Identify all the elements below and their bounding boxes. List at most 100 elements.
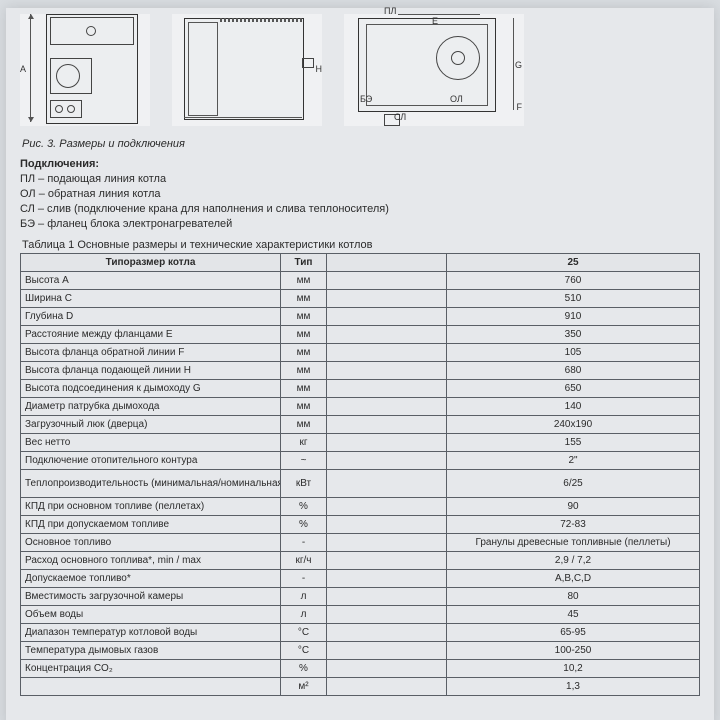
table-row: Диапазон температур котловой воды°C65-95 bbox=[21, 624, 700, 642]
cell-value: 45 bbox=[447, 606, 700, 624]
drawing-side-view: H bbox=[172, 14, 322, 126]
cell-unit: мм bbox=[281, 344, 327, 362]
cell-value: 100-250 bbox=[447, 642, 700, 660]
cell-blank bbox=[327, 606, 447, 624]
cell-value: A,B,C,D bbox=[447, 570, 700, 588]
cell-unit: мм bbox=[281, 398, 327, 416]
cell-param: Допускаемое топливо* bbox=[21, 570, 281, 588]
th-unit: Тип bbox=[281, 254, 327, 272]
table-row: Вместимость загрузочной камерыл80 bbox=[21, 588, 700, 606]
cell-value: 910 bbox=[447, 308, 700, 326]
cell-param: Загрузочный люк (дверца) bbox=[21, 416, 281, 434]
table-row: Глубина Dмм910 bbox=[21, 308, 700, 326]
cell-blank bbox=[327, 308, 447, 326]
cell-blank bbox=[327, 470, 447, 498]
table-row: Допускаемое топливо*- A,B,C,D bbox=[21, 570, 700, 588]
cell-value: 6/25 bbox=[447, 470, 700, 498]
dim-label-H: H bbox=[316, 64, 323, 74]
cell-param: Теплопроизводительность (минимальная/ном… bbox=[21, 470, 281, 498]
figure-caption: Рис. 3. Размеры и подключения bbox=[22, 138, 700, 150]
connection-item: ПЛ – подающая линия котла bbox=[20, 172, 700, 187]
table-row: Высота фланца обратной линии Fмм 105 bbox=[21, 344, 700, 362]
cell-unit: м² bbox=[281, 678, 327, 696]
cell-param: Расход основного топлива*, min / max bbox=[21, 552, 281, 570]
th-value: 25 bbox=[447, 254, 700, 272]
drawings-row: A H ПЛ E G БЭ СЛ ОЛ F bbox=[20, 14, 700, 132]
cell-param: Основное топливо bbox=[21, 534, 281, 552]
cell-value: 2,9 / 7,2 bbox=[447, 552, 700, 570]
cell-unit: - bbox=[281, 570, 327, 588]
table-row: Загрузочный люк (дверца)мм 240x190 bbox=[21, 416, 700, 434]
cell-param: Ширина C bbox=[21, 290, 281, 308]
dim-label-A: A bbox=[20, 64, 26, 74]
table-row: Объем водыл45 bbox=[21, 606, 700, 624]
cell-param: Вместимость загрузочной камеры bbox=[21, 588, 281, 606]
cell-value: 350 bbox=[447, 326, 700, 344]
cell-param: Подключение отопительного контура bbox=[21, 452, 281, 470]
cell-unit: мм bbox=[281, 362, 327, 380]
table-row: КПД при основном топливе (пеллетах)%90 bbox=[21, 498, 700, 516]
cell-value: Гранулы древесные топливные (пеллеты) bbox=[447, 534, 700, 552]
table-row: Высота фланца подающей линии Hмм 680 bbox=[21, 362, 700, 380]
document-page: A H ПЛ E G БЭ СЛ ОЛ F Рис. 3. Размеры и … bbox=[6, 8, 714, 720]
cell-unit: мм bbox=[281, 416, 327, 434]
table-row: КПД при допускаемом топливе%72-83 bbox=[21, 516, 700, 534]
cell-value: 680 bbox=[447, 362, 700, 380]
cell-param bbox=[21, 678, 281, 696]
table-row: Теплопроизводительность (минимальная/ном… bbox=[21, 470, 700, 498]
cell-param: Расстояние между фланцами E bbox=[21, 326, 281, 344]
drawing-front-view: A bbox=[20, 14, 150, 126]
connections-list: ПЛ – подающая линия котла ОЛ – обратная … bbox=[20, 172, 700, 231]
cell-value: 10,2 bbox=[447, 660, 700, 678]
cell-unit: мм bbox=[281, 308, 327, 326]
cell-unit: кг bbox=[281, 434, 327, 452]
cell-value: 105 bbox=[447, 344, 700, 362]
table-row: Диаметр патрубка дымоходамм 140 bbox=[21, 398, 700, 416]
cell-unit: °C bbox=[281, 624, 327, 642]
cell-unit: л bbox=[281, 588, 327, 606]
dim-label-E: E bbox=[432, 16, 438, 26]
cell-unit: мм bbox=[281, 290, 327, 308]
cell-blank bbox=[327, 678, 447, 696]
cell-blank bbox=[327, 380, 447, 398]
cell-param: КПД при основном топливе (пеллетах) bbox=[21, 498, 281, 516]
port-label-SL: СЛ bbox=[394, 112, 406, 122]
cell-value: 760 bbox=[447, 272, 700, 290]
cell-value: 72-83 bbox=[447, 516, 700, 534]
cell-unit: кВт bbox=[281, 470, 327, 498]
cell-unit: ~ bbox=[281, 452, 327, 470]
table-row: Ширина Cмм510 bbox=[21, 290, 700, 308]
cell-unit: - bbox=[281, 534, 327, 552]
table-row: Температура дымовых газов°C100-250 bbox=[21, 642, 700, 660]
cell-unit: л bbox=[281, 606, 327, 624]
cell-value: 155 bbox=[447, 434, 700, 452]
th-blank bbox=[327, 254, 447, 272]
cell-value: 2" bbox=[447, 452, 700, 470]
cell-param: Высота фланца подающей линии H bbox=[21, 362, 281, 380]
cell-blank bbox=[327, 344, 447, 362]
cell-param: Диаметр патрубка дымохода bbox=[21, 398, 281, 416]
cell-blank bbox=[327, 588, 447, 606]
cell-blank bbox=[327, 570, 447, 588]
cell-param: Высота фланца обратной линии F bbox=[21, 344, 281, 362]
cell-param: Высота A bbox=[21, 272, 281, 290]
cell-blank bbox=[327, 398, 447, 416]
dim-label-G: G bbox=[515, 60, 522, 70]
cell-param: Температура дымовых газов bbox=[21, 642, 281, 660]
cell-value: 240x190 bbox=[447, 416, 700, 434]
cell-blank bbox=[327, 498, 447, 516]
table-row: Расход основного топлива*, min / maxкг/ч… bbox=[21, 552, 700, 570]
cell-unit: мм bbox=[281, 272, 327, 290]
cell-blank bbox=[327, 516, 447, 534]
dim-label-F: F bbox=[517, 102, 523, 112]
cell-blank bbox=[327, 326, 447, 344]
table-row: Концентрация CO₂%10,2 bbox=[21, 660, 700, 678]
cell-value: 65-95 bbox=[447, 624, 700, 642]
cell-unit: % bbox=[281, 498, 327, 516]
cell-unit: мм bbox=[281, 326, 327, 344]
cell-blank bbox=[327, 624, 447, 642]
cell-blank bbox=[327, 552, 447, 570]
cell-param: Вес нетто bbox=[21, 434, 281, 452]
cell-value: 140 bbox=[447, 398, 700, 416]
cell-blank bbox=[327, 362, 447, 380]
